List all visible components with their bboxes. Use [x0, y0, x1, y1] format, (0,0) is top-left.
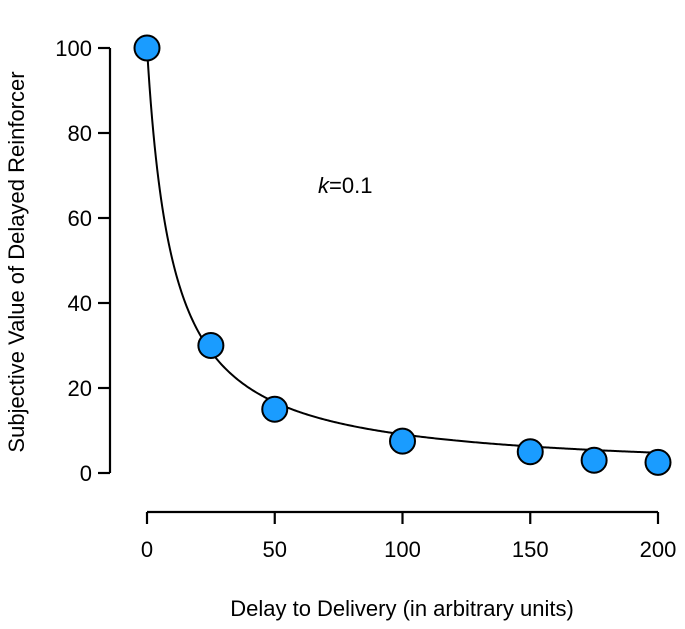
data-point	[389, 427, 416, 455]
x-tick-label: 150	[512, 537, 549, 562]
data-point	[133, 34, 161, 62]
x-tick-label: 50	[263, 537, 287, 562]
y-axis-title: Subjective Value of Delayed Reinforcer	[4, 71, 29, 452]
y-tick-label: 80	[68, 121, 92, 146]
y-tick-label: 100	[55, 36, 92, 61]
y-tick-label: 40	[68, 291, 92, 316]
annotation-k: k	[318, 173, 330, 198]
data-point	[197, 332, 225, 359]
x-tick-label: 100	[384, 537, 421, 562]
x-tick-label: 200	[640, 537, 677, 562]
y-tick-label: 0	[80, 461, 92, 486]
y-tick-label: 20	[68, 376, 92, 401]
annotation-value: =0.1	[329, 173, 372, 198]
data-point	[644, 448, 672, 476]
y-axis: 0 20 40 60 80 100	[55, 36, 112, 486]
k-annotation: k=0.1	[318, 173, 372, 198]
y-tick-label: 60	[68, 206, 92, 231]
fit-curve	[146, 47, 659, 454]
data-point	[261, 395, 289, 423]
x-axis: 0 50 100 150 200	[141, 510, 677, 562]
x-tick-label: 0	[141, 537, 153, 562]
data-point	[516, 438, 544, 466]
x-axis-title: Delay to Delivery (in arbitrary units)	[230, 596, 574, 621]
data-point	[580, 446, 608, 474]
data-points	[133, 34, 672, 476]
